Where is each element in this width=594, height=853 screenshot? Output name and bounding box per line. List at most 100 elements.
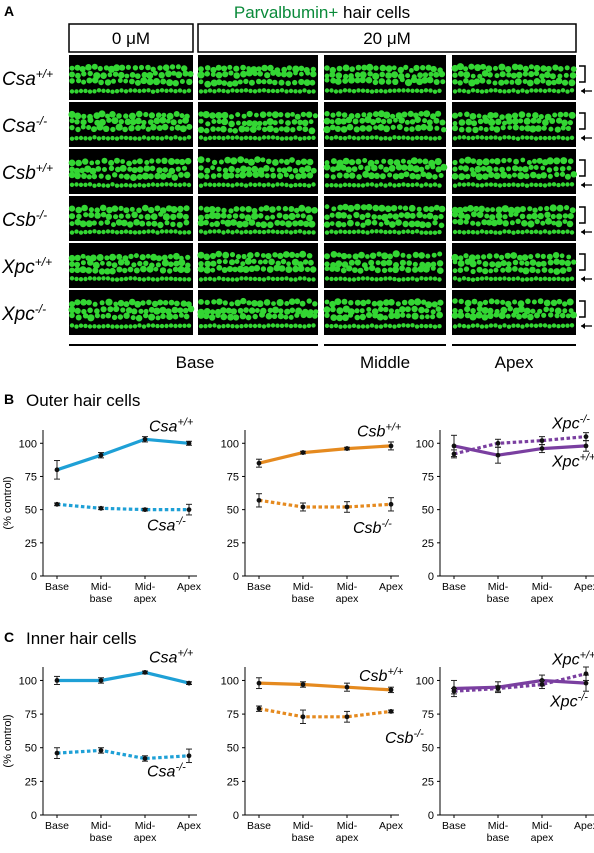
hair-cell-dot — [452, 268, 458, 274]
hair-cell-dot — [214, 212, 221, 220]
hair-cell-dot — [122, 126, 128, 133]
inner-hair-cell-dot — [414, 88, 420, 93]
inner-hair-cell-dot — [356, 276, 361, 281]
hair-cell-dot — [247, 158, 255, 166]
series-line — [258, 498, 392, 509]
hair-cell-dot — [384, 219, 390, 226]
hair-cell-dot — [125, 213, 131, 219]
hair-cell-dot — [481, 70, 489, 77]
hair-cell-dot — [405, 73, 411, 79]
hair-cell-dot — [272, 159, 279, 166]
inner-hair-cell-dot — [311, 230, 316, 235]
hair-cell-dot — [252, 171, 260, 178]
inner-hair-cell-dot — [428, 276, 433, 281]
inner-hair-cell-dot — [74, 136, 79, 141]
inner-hair-cell-dot — [515, 323, 521, 328]
hair-cell-dot — [281, 66, 288, 73]
hair-cell-dot — [128, 253, 134, 260]
hair-cell-dot — [560, 157, 568, 165]
hair-cell-dot — [252, 313, 258, 320]
inner-hair-cell-dot — [506, 276, 512, 282]
hair-cell-dot — [88, 207, 94, 213]
hair-cell-dot — [550, 299, 558, 306]
inner-hair-cell-dot — [270, 183, 276, 188]
inner-hair-cell-dot — [284, 136, 289, 141]
hair-cell-dot — [365, 299, 371, 305]
hair-cell-dot — [556, 204, 564, 212]
hair-cell-dot — [372, 111, 379, 118]
inner-hair-cell-dot — [432, 276, 438, 281]
hair-cell-dot — [241, 120, 247, 126]
hair-cell-dot — [255, 221, 262, 228]
hair-cell-dot — [306, 253, 313, 259]
hair-cell-dot — [289, 157, 295, 163]
inner-hair-cell-dot — [475, 135, 480, 140]
hair-cell-dot — [143, 111, 149, 118]
inner-hair-cell-dot — [137, 323, 142, 328]
hair-cell-dot — [245, 206, 252, 213]
hair-cell-dot — [566, 298, 574, 306]
inner-hair-cell-dot — [502, 135, 507, 140]
hair-cell-dot — [216, 298, 223, 305]
inner-hair-cell-dot — [547, 324, 552, 329]
hair-cell-dot — [135, 125, 141, 131]
hair-cell-dot — [86, 299, 92, 306]
genotype-superscript: +/+ — [36, 67, 53, 81]
hair-cell-dot — [499, 71, 506, 78]
genotype-row-labels: Csa+/+Csa-/-Csb+/+Csb-/-Xpc+/+Xpc-/- — [1, 67, 53, 325]
hair-cell-dot — [74, 172, 81, 180]
hair-cell-dot — [422, 158, 429, 165]
hair-cell-dot — [310, 167, 317, 174]
hair-cell-dot — [491, 219, 498, 227]
inner-hair-cell-dot — [556, 229, 561, 234]
y-tick-label: 75 — [25, 709, 37, 721]
inner-hair-cell-dot — [484, 230, 489, 235]
hair-cell-dot — [304, 266, 311, 273]
hair-cell-dot — [411, 312, 419, 320]
hair-cell-dot — [423, 206, 430, 212]
inner-hair-cell-dot — [248, 323, 253, 328]
inner-hair-cell-dot — [87, 324, 93, 329]
inner-hair-cell-dot — [275, 323, 280, 328]
hair-cell-dot — [471, 298, 478, 305]
inner-hair-cell-dot — [410, 88, 415, 94]
hair-cell-dot — [309, 79, 316, 86]
hair-cell-dot — [402, 220, 409, 228]
inner-hair-cell-dot — [132, 183, 138, 188]
hair-cell-dot — [216, 264, 223, 271]
hair-cell-dot — [543, 299, 551, 307]
y-tick-label: 50 — [25, 505, 37, 517]
hair-cell-dot — [371, 214, 378, 220]
x-tick-label: Apex — [379, 581, 404, 593]
inner-hair-cell-dot — [221, 276, 226, 282]
hair-cell-dot — [122, 267, 128, 274]
series-line — [56, 437, 190, 472]
hair-cell-dot — [238, 125, 246, 133]
ohc-bracket — [579, 112, 586, 130]
inner-hair-cell-dot — [78, 323, 84, 328]
inner-hair-cell-dot — [428, 323, 433, 329]
hair-cell-dot — [285, 220, 293, 228]
hair-cell-dot — [300, 213, 306, 219]
hair-cell-dot — [300, 158, 308, 165]
inner-hair-cell-dot — [252, 135, 258, 141]
inner-hair-cell-dot — [324, 230, 330, 235]
inner-hair-cell-dot — [114, 230, 120, 235]
hair-cell-dot — [184, 157, 192, 165]
series: Csa-/- — [54, 747, 192, 780]
genotype-name: Csb — [2, 210, 36, 231]
hair-cell-dot — [177, 119, 183, 125]
hair-cell-dot — [251, 207, 258, 214]
hair-cell-dot — [210, 173, 217, 179]
hair-cell-dot — [232, 128, 238, 134]
hair-cell-dot — [273, 264, 281, 272]
hair-cell-dot — [405, 266, 412, 273]
data-point — [451, 451, 457, 457]
inner-hair-cell-dot — [437, 183, 442, 188]
micrograph-tile — [323, 290, 446, 335]
inner-hair-cell-dot — [110, 324, 115, 329]
series-label-superscript: -/- — [580, 414, 591, 426]
hair-cell-dot — [305, 70, 311, 76]
hair-cell-dot — [554, 171, 560, 178]
inner-hair-cell-dot — [419, 230, 424, 235]
